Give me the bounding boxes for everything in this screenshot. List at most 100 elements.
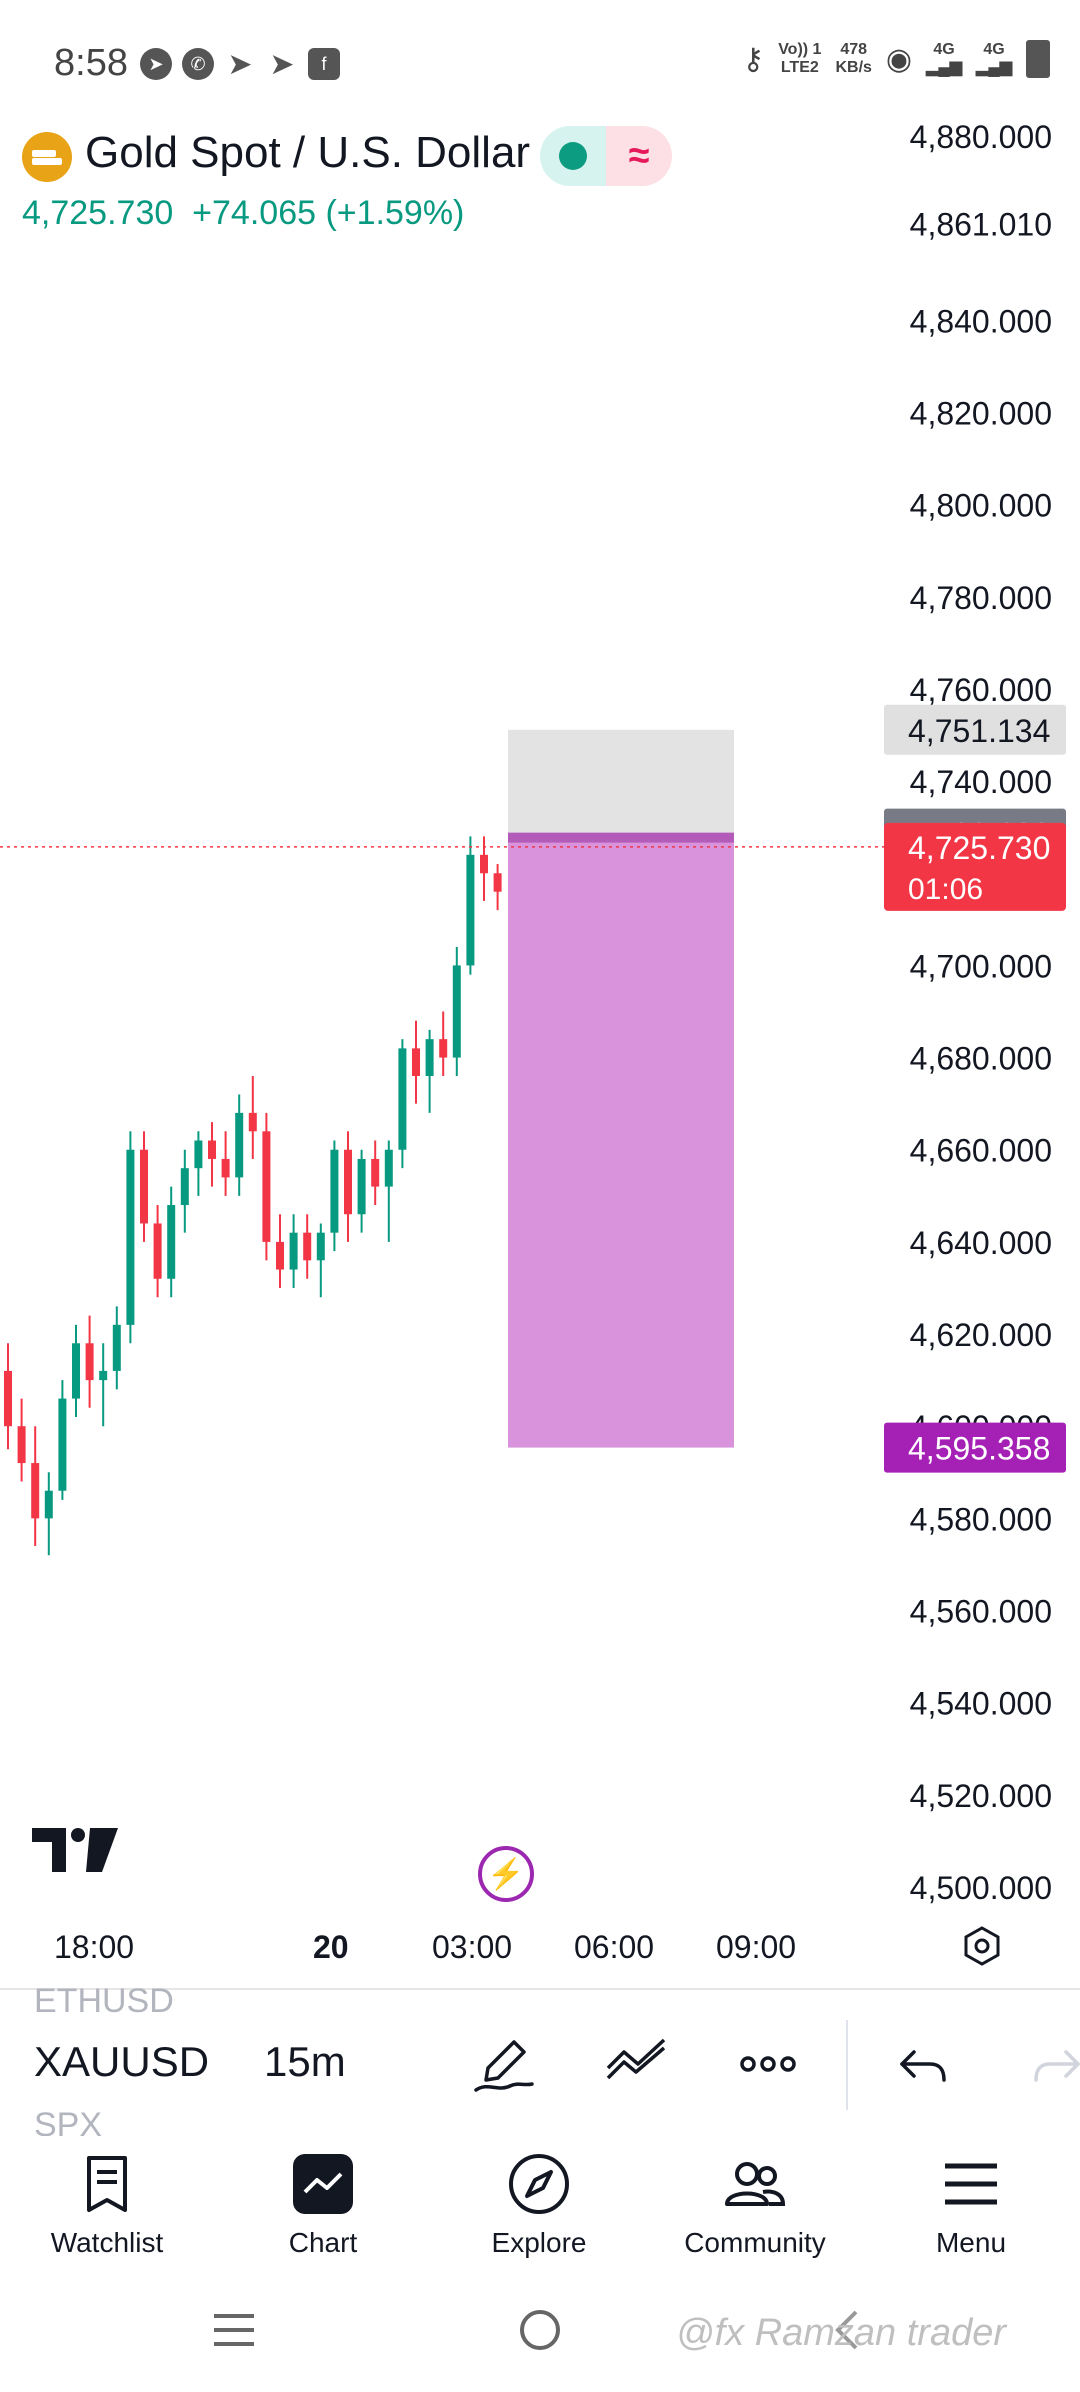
time-label: 03:00 — [432, 1929, 513, 1965]
candle-body — [140, 1149, 148, 1224]
nav-label: Chart — [288, 2227, 358, 2258]
candle-body — [303, 1232, 312, 1261]
price-tick: 4,560.000 — [910, 1594, 1052, 1630]
price-tick: 4,700.000 — [910, 948, 1052, 984]
candle-body — [17, 1426, 26, 1464]
candle-body — [344, 1149, 352, 1215]
undo-icon[interactable] — [892, 2034, 956, 2094]
candles-layer — [4, 836, 502, 1556]
stop-loss-tag — [884, 1422, 1066, 1473]
status-right: ⚷ Vo)) 1 LTE2 478 KB/s ◉ 4G ▂▄▆ 4G ▂▄▆ — [742, 40, 1050, 78]
time-label: 18:00 — [54, 1929, 135, 1965]
candle-body — [180, 1168, 189, 1206]
back-icon[interactable] — [832, 2308, 862, 2352]
nav-community[interactable]: Community — [670, 2152, 840, 2259]
candle-body — [99, 1370, 108, 1381]
redo-icon[interactable] — [1024, 2034, 1080, 2094]
price-tick: 4,680.000 — [910, 1041, 1052, 1077]
settings-icon[interactable] — [962, 1926, 1002, 1966]
current-price-tag — [884, 822, 1066, 911]
price-tick: 4,880.000 — [910, 119, 1052, 155]
signal-2: 4G ▂▄▆ — [976, 41, 1012, 76]
candle-body — [412, 1048, 420, 1077]
take-profit-tag-label: 4,751.134 — [908, 713, 1050, 749]
candle-body — [371, 1158, 380, 1187]
candle-body — [330, 1149, 339, 1233]
nav-chart[interactable]: Chart — [238, 2152, 408, 2259]
more-options-icon[interactable] — [736, 2034, 800, 2094]
drawing-pen-icon[interactable] — [472, 2034, 536, 2094]
price-tick: 4,840.000 — [910, 303, 1052, 339]
candle-body — [208, 1140, 216, 1159]
nav-menu[interactable]: Menu — [886, 2152, 1056, 2259]
menu-icon — [945, 2163, 997, 2205]
tradingview-logo — [32, 1828, 118, 1872]
nav-label: Community — [684, 2227, 826, 2258]
home-icon[interactable] — [518, 2308, 562, 2352]
last-price: 4,725.730 — [22, 194, 174, 232]
symbol-selector[interactable]: XAUUSD — [34, 2038, 210, 2085]
candle-body — [439, 1039, 448, 1058]
community-icon — [725, 2162, 786, 2206]
flash-icon[interactable]: ⚡ — [478, 1846, 534, 1902]
current-price-tag-label: 4,725.730 — [908, 830, 1050, 866]
price-change: +74.065 (+1.59%) — [192, 194, 465, 232]
nav-label: Explore — [491, 2227, 587, 2258]
candle-body — [276, 1241, 284, 1270]
watermark: @fx Ramzan trader — [676, 2312, 1007, 2354]
battery-icon — [1026, 40, 1050, 78]
candle-body — [194, 1140, 203, 1169]
take-profit-zone — [508, 729, 734, 834]
ghost-symbol-below: SPX — [34, 2106, 103, 2136]
notification-icons: ➤ ✆ ➤ ➤ f — [140, 48, 340, 81]
time-label: 20 — [313, 1929, 349, 1965]
price-tags: 4,751.1344,728.6004,725.73001:064,595.35… — [884, 704, 1066, 1473]
candle-body — [262, 1131, 271, 1242]
candle-body — [44, 1490, 53, 1519]
volte-indicator: Vo)) 1 LTE2 — [778, 41, 822, 76]
candle-body — [235, 1112, 244, 1178]
candle-body — [384, 1149, 393, 1187]
candle-body — [167, 1205, 176, 1279]
candle-body — [153, 1223, 162, 1279]
indicators-icon[interactable] — [604, 2034, 668, 2094]
price-tick: 4,640.000 — [910, 1225, 1052, 1261]
status-bar: 8:58 ➤ ✆ ➤ ➤ f ⚷ Vo)) 1 LTE2 478 KB/s ◉ 4G… — [0, 0, 1080, 130]
key-icon: ⚷ — [742, 42, 765, 76]
price-axis: 4,880.000 4,861.010 4,840.000 4,820.000 4,80… — [910, 119, 1052, 1906]
candle-body — [58, 1398, 67, 1491]
price-tick: 4,580.000 — [910, 1501, 1052, 1537]
candle-body — [112, 1324, 121, 1371]
nav-watchlist[interactable]: Watchlist — [22, 2152, 192, 2259]
price-tick: 4,760.000 — [910, 672, 1052, 708]
candle-body — [85, 1343, 94, 1381]
toolbar-divider — [846, 2020, 848, 2110]
telegram-icon: ➤ — [140, 48, 172, 80]
price-tick: 4,620.000 — [910, 1317, 1052, 1353]
market-status-pill[interactable]: ≈ — [540, 126, 672, 186]
stop-loss-tag-label: 4,595.358 — [908, 1431, 1050, 1467]
market-open-indicator — [540, 126, 606, 186]
price-summary: 4,725.730 +74.065 (+1.59%) — [22, 194, 464, 233]
symbol-title[interactable]: Gold Spot / U.S. Dollar — [85, 128, 531, 177]
candle-body — [31, 1463, 40, 1519]
candle-body — [289, 1232, 298, 1270]
nav-label: Menu — [935, 2227, 1007, 2258]
candle-body — [248, 1112, 257, 1132]
price-tick: 4,540.000 — [910, 1686, 1052, 1722]
time-label: 09:00 — [716, 1929, 797, 1965]
price-tick: 4,660.000 — [910, 1133, 1052, 1169]
interval-selector[interactable]: 15m — [264, 2038, 346, 2085]
price-tick: 4,520.000 — [910, 1778, 1052, 1814]
clock: 8:58 — [54, 42, 128, 84]
candle-body — [493, 873, 502, 892]
price-tick: 4,800.000 — [910, 488, 1052, 524]
price-chart[interactable]: 4,880.000 4,861.010 4,840.000 4,820.000 4,80… — [0, 110, 1080, 1940]
network-speed: 478 KB/s — [835, 41, 872, 76]
recents-icon[interactable] — [212, 2310, 256, 2350]
nav-explore[interactable]: Explore — [454, 2152, 624, 2259]
candle-body — [221, 1158, 230, 1178]
ghost-symbol-above: ETHUSD — [34, 1982, 174, 2020]
candle-body — [4, 1370, 12, 1427]
system-navigation-bar — [0, 2270, 1080, 2392]
